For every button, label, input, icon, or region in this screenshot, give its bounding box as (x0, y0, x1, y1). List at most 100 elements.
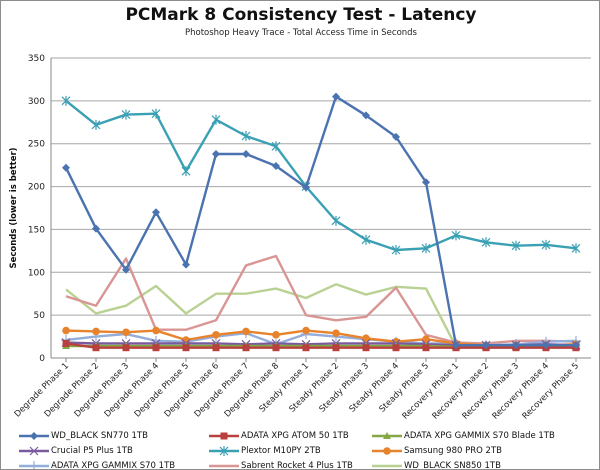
series-wd-black-sn770-1tb (62, 92, 580, 350)
data-point (271, 141, 281, 152)
legend-label: Plextor M10PY 2TB (241, 445, 321, 456)
data-point (391, 245, 401, 255)
y-tick-label: 50 (34, 311, 46, 321)
x-tick-label: Degrade Phase 4 (103, 361, 161, 419)
y-tick-label: 150 (28, 225, 45, 235)
data-point (422, 335, 430, 343)
data-point (91, 119, 101, 130)
legend-label: ADATA XPG GAMMIX S70 Blade 1TB (404, 430, 555, 441)
y-tick-label: 250 (28, 140, 45, 150)
series-line (65, 342, 576, 349)
legend-swatch-icon (372, 431, 402, 439)
data-point (92, 344, 100, 352)
data-point (331, 215, 341, 226)
legend-swatch-icon (19, 460, 49, 469)
data-point (302, 326, 310, 335)
data-point (242, 150, 250, 158)
data-point (512, 341, 520, 350)
data-point (302, 344, 310, 352)
data-point (272, 331, 280, 339)
data-point (241, 131, 251, 141)
data-point (61, 95, 71, 106)
legend-swatch-icon (209, 432, 239, 439)
x-tick-label: Recovery Phase 2 (431, 361, 492, 422)
data-point (482, 341, 490, 350)
data-point (182, 344, 190, 352)
data-point (122, 344, 130, 352)
y-tick-label: 200 (28, 183, 45, 193)
legend-item: ADATA XPG GAMMIX S70 1TB (19, 459, 209, 470)
data-point (272, 344, 280, 352)
data-point (332, 344, 340, 352)
legend-label: Sabrent Rocket 4 Plus 1TB (241, 460, 353, 470)
data-point (383, 431, 391, 439)
legend-item: WD_BLACK SN850 1TB (372, 459, 572, 470)
data-point (422, 344, 430, 352)
legend-label: WD_BLACK SN770 1TB (51, 430, 148, 441)
data-point (362, 334, 370, 343)
data-point (511, 240, 521, 251)
y-axis-label: Seconds (lower is better) (9, 147, 19, 268)
data-point (220, 432, 228, 439)
data-point (29, 446, 39, 455)
series-sabrent-rocket-4-plus-1tb (65, 254, 577, 345)
data-point (383, 446, 391, 455)
data-point (242, 344, 250, 352)
data-point (421, 243, 431, 254)
data-point (211, 114, 221, 125)
x-tick-label: Degrade Phase 1 (13, 361, 71, 419)
data-point (212, 344, 220, 352)
series-line (65, 99, 577, 252)
x-tick-label: Degrade Phase 5 (133, 361, 191, 419)
x-tick-label: Degrade Phase 3 (73, 361, 131, 419)
plot-area: 0 50 100 150 200 250 300 350 Seconds (lower is b… (9, 54, 591, 422)
data-point (122, 265, 130, 274)
data-point (362, 111, 370, 120)
legend-label: WD_BLACK SN850 1TB (404, 460, 501, 470)
data-point (541, 239, 551, 250)
data-point (572, 341, 580, 350)
data-point (571, 243, 581, 254)
legend-label: ADATA XPG ATOM 50 1TB (241, 430, 349, 441)
data-point (122, 328, 130, 337)
data-point (481, 237, 491, 248)
data-point (62, 163, 70, 172)
legend: WD_BLACK SN770 1TB ADATA XPG ATOM 50 1TB A… (19, 429, 599, 470)
legend-swatch-icon (19, 446, 49, 455)
data-point (332, 329, 340, 337)
data-point (151, 108, 161, 119)
data-point (219, 445, 229, 456)
legend-swatch-icon (372, 446, 402, 455)
data-point (152, 344, 160, 352)
series-line (65, 254, 577, 345)
data-point (92, 327, 100, 336)
x-tick-label: Recovery Phase 5 (521, 361, 582, 422)
chart-title: PCMark 8 Consistency Test - Latency (125, 5, 477, 25)
x-tick-label: Degrade Phase 8 (223, 361, 281, 419)
data-point (152, 208, 160, 217)
data-point (152, 326, 160, 335)
data-point (29, 460, 39, 469)
y-tick-label: 100 (28, 268, 45, 278)
chart-subtitle: Photoshop Heavy Trace - Total Access Tim… (185, 28, 417, 38)
legend-item: Plextor M10PY 2TB (209, 444, 372, 457)
legend-label: Samsung 980 PRO 2TB (404, 445, 502, 456)
data-point (451, 230, 461, 241)
data-point (302, 183, 310, 192)
data-point (332, 92, 340, 101)
data-point (272, 162, 280, 170)
legend-item: ADATA XPG ATOM 50 1TB (209, 429, 372, 442)
legend-item: WD_BLACK SN770 1TB (19, 429, 209, 442)
data-point (182, 260, 190, 269)
data-point (422, 178, 430, 187)
legend-item: Crucial P5 Plus 1TB (19, 444, 209, 457)
legend-item: Samsung 980 PRO 2TB (372, 444, 572, 457)
legend-label: Crucial P5 Plus 1TB (51, 445, 133, 456)
legend-label: ADATA XPG GAMMIX S70 1TB (51, 460, 176, 470)
legend-swatch-icon (209, 464, 239, 467)
data-point (392, 344, 400, 352)
data-point (452, 341, 460, 350)
data-point (212, 150, 220, 158)
x-tick-label: Recovery Phase 4 (491, 361, 552, 422)
